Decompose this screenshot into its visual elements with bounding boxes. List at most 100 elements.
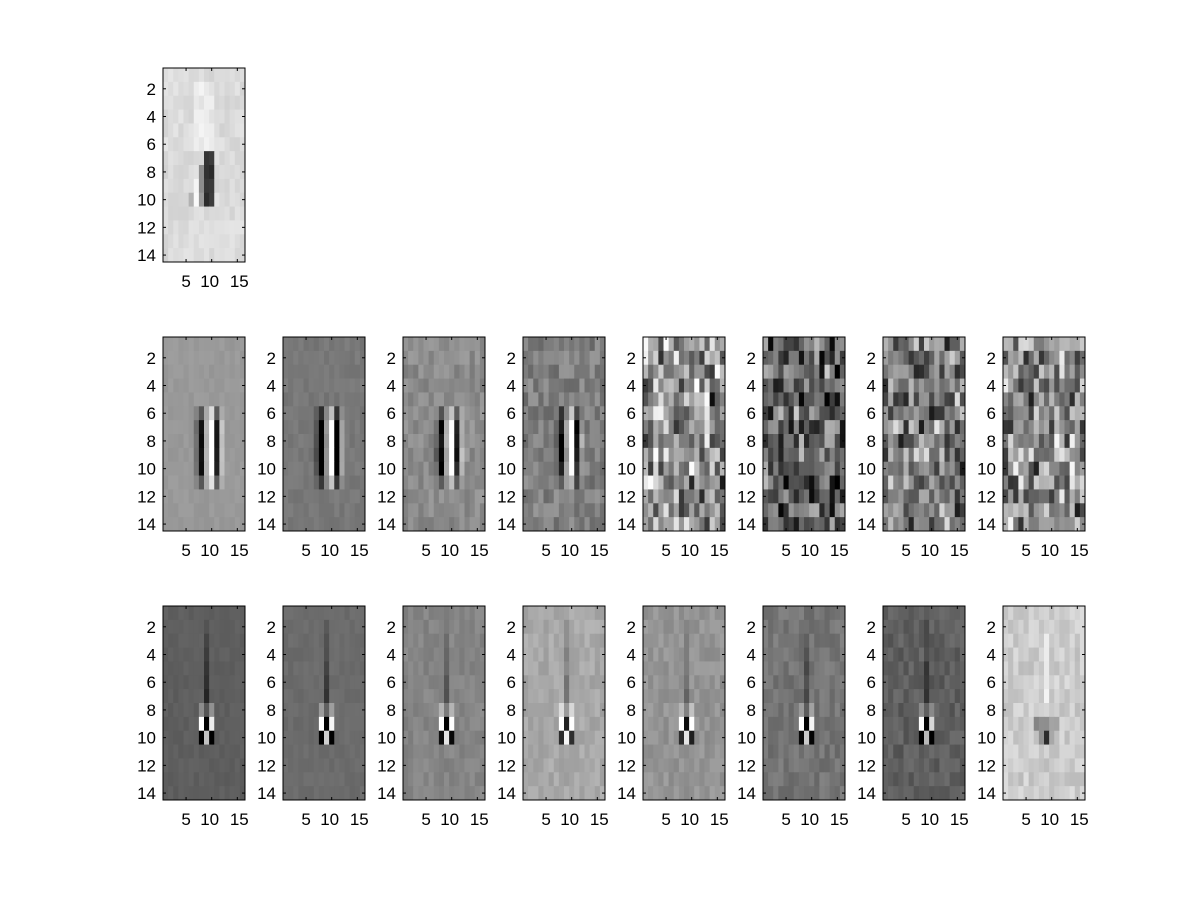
- heatmap-cell: [788, 434, 795, 449]
- heatmap-cell: [709, 461, 716, 476]
- heatmap-cell: [929, 337, 935, 352]
- heatmap-cell: [324, 730, 330, 745]
- heatmap-cell: [1038, 350, 1045, 366]
- heatmap-cell: [714, 503, 721, 518]
- y-tick-label: 2: [987, 349, 996, 368]
- heatmap-cell: [168, 517, 174, 532]
- heatmap-cell: [523, 633, 529, 648]
- heatmap-cell: [474, 364, 481, 379]
- heatmap-cell: [449, 461, 455, 476]
- heatmap-cell: [949, 392, 956, 407]
- heatmap-cell: [454, 337, 460, 352]
- heatmap-cell: [428, 489, 435, 504]
- heatmap-cell: [558, 786, 565, 801]
- heatmap-cell: [584, 730, 591, 745]
- heatmap-cell: [293, 461, 299, 476]
- heatmap-cell: [163, 178, 169, 194]
- heatmap-cell: [234, 248, 241, 263]
- heatmap-cell: [773, 489, 779, 504]
- heatmap-cell: [824, 730, 831, 745]
- heatmap-cell: [318, 661, 325, 676]
- heatmap-cell: [668, 489, 675, 504]
- heatmap-cell: [663, 350, 670, 366]
- heatmap-cell: [209, 447, 215, 463]
- heatmap-cell: [313, 703, 320, 718]
- heatmap-cell: [819, 364, 825, 379]
- heatmap-cell: [538, 337, 544, 352]
- heatmap-cell: [668, 647, 675, 662]
- heatmap-cell: [1013, 420, 1019, 435]
- heatmap-cell: [183, 350, 190, 366]
- heatmap-cell: [643, 503, 649, 518]
- heatmap-cell: [423, 447, 430, 463]
- heatmap-cell: [893, 716, 899, 732]
- heatmap-cell: [704, 392, 711, 407]
- heatmap-cell: [224, 406, 231, 421]
- heatmap-cell: [704, 517, 711, 532]
- heatmap-cell: [324, 475, 330, 490]
- heatmap-cell: [599, 337, 606, 352]
- heatmap-cell: [783, 503, 790, 518]
- y-tick-label: 6: [147, 673, 156, 692]
- heatmap-cell: [178, 730, 184, 745]
- heatmap-cell: [929, 517, 935, 532]
- heatmap-cell: [344, 689, 351, 704]
- heatmap-cell: [229, 633, 236, 648]
- heatmap-cell: [893, 606, 899, 621]
- heatmap-cell: [173, 364, 179, 379]
- heatmap-cell: [908, 392, 915, 407]
- heatmap-cell: [464, 461, 471, 476]
- heatmap-cell: [719, 337, 726, 352]
- heatmap-cell: [234, 716, 241, 732]
- heatmap-cell: [903, 619, 910, 635]
- heatmap-cell: [778, 337, 784, 352]
- heatmap-cell: [239, 420, 246, 435]
- heatmap-cell: [209, 68, 215, 83]
- heatmap-cell: [678, 364, 685, 379]
- heatmap-cell: [658, 434, 664, 449]
- heatmap-cell: [193, 364, 200, 379]
- heatmap-cell: [709, 475, 716, 490]
- heatmap-cell: [773, 606, 779, 621]
- heatmap-cell: [219, 68, 225, 83]
- heatmap-cell: [814, 758, 820, 773]
- y-tick-label: 2: [387, 349, 396, 368]
- heatmap-cell: [908, 337, 915, 352]
- heatmap-cell: [224, 434, 231, 449]
- heatmap-cell: [303, 758, 310, 773]
- heatmap-cell: [893, 420, 899, 435]
- heatmap-cell: [584, 661, 591, 676]
- heatmap-cell: [959, 392, 966, 407]
- heatmap-cell: [814, 716, 820, 732]
- heatmap-cell: [783, 647, 790, 662]
- heatmap-cell: [234, 489, 241, 504]
- heatmap-cell: [898, 786, 904, 801]
- heatmap-cell: [193, 192, 200, 207]
- heatmap-cell: [898, 392, 904, 407]
- heatmap-cell: [198, 364, 205, 379]
- heatmap-cell: [329, 633, 335, 648]
- heatmap-cell: [553, 619, 560, 635]
- heatmap-cell: [804, 517, 810, 532]
- heatmap-cell: [714, 350, 721, 366]
- heatmap-cell: [668, 337, 675, 352]
- heatmap-cell: [768, 517, 774, 532]
- heatmap-cell: [324, 716, 330, 732]
- heatmap-cell: [689, 434, 695, 449]
- heatmap-cell: [809, 517, 815, 532]
- heatmap-cell: [349, 364, 356, 379]
- heatmap-cell: [349, 420, 356, 435]
- y-tick-label: 12: [377, 756, 396, 775]
- heatmap-cell: [558, 364, 565, 379]
- x-tick-label: 10: [320, 541, 339, 560]
- heatmap-cell: [1023, 619, 1030, 635]
- heatmap-cell: [798, 716, 805, 732]
- heatmap-cell: [173, 703, 179, 718]
- heatmap-cell: [413, 378, 419, 393]
- heatmap-cell: [293, 675, 299, 690]
- heatmap-cell: [214, 758, 220, 773]
- x-tick-label: 5: [541, 541, 550, 560]
- heatmap-cell: [288, 461, 294, 476]
- heatmap-cell: [709, 606, 716, 621]
- heatmap-cell: [479, 661, 486, 676]
